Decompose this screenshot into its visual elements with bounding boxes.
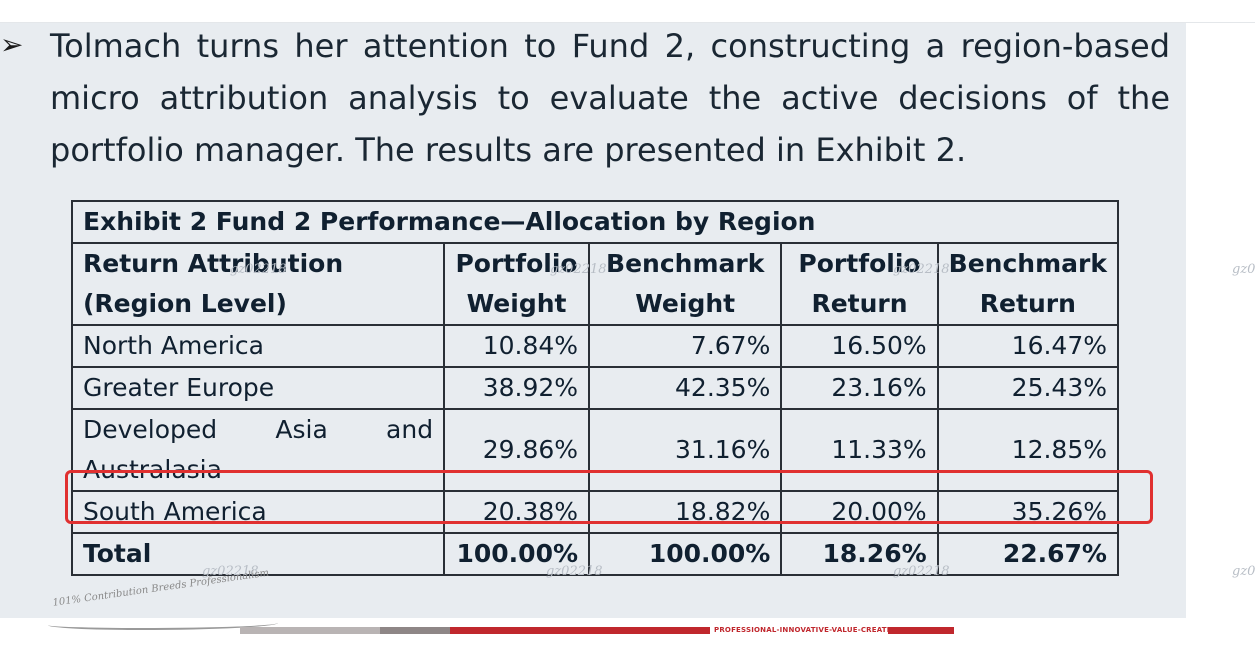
footer-swoosh bbox=[48, 618, 278, 630]
footer-bar bbox=[450, 627, 710, 634]
benchmark-return-cell: 25.43% bbox=[936, 366, 1120, 410]
intro-paragraph: Tolmach turns her attention to Fund 2, c… bbox=[50, 27, 1170, 169]
table-total-row: Total 100.00% 100.00% 18.26% 22.67% bbox=[70, 532, 1120, 576]
header-return-attribution: Return Attribution (Region Level) bbox=[70, 242, 446, 326]
header-benchmark-return: Benchmark Return bbox=[936, 242, 1120, 326]
table-title-row: Exhibit 2 Fund 2 Performance—Allocation … bbox=[71, 200, 1119, 244]
header-text: Weight bbox=[635, 289, 736, 318]
header-text: Benchmark bbox=[948, 249, 1107, 278]
benchmark-weight-cell: 7.67% bbox=[588, 324, 783, 368]
footer-tagline: PROFESSIONAL-INNOVATIVE-VALUE-CREATING bbox=[714, 626, 902, 634]
total-benchmark-weight: 100.00% bbox=[588, 532, 783, 576]
benchmark-return-cell: 12.85% bbox=[936, 408, 1120, 492]
portfolio-return-cell: 23.16% bbox=[780, 366, 939, 410]
total-benchmark-return: 22.67% bbox=[936, 532, 1120, 576]
region-cell: Greater Europe bbox=[70, 366, 446, 410]
region-text: Australasia bbox=[83, 455, 222, 484]
header-portfolio-weight: Portfolio Weight bbox=[443, 242, 591, 326]
footer-bar bbox=[240, 627, 380, 634]
table-row: North America 10.84% 7.67% 16.50% 16.47% bbox=[70, 324, 1120, 368]
header-benchmark-weight: Benchmark Weight bbox=[588, 242, 783, 326]
header-text: (Region Level) bbox=[83, 289, 287, 318]
watermark: gz02218 bbox=[550, 262, 607, 277]
region-cell: North America bbox=[70, 324, 446, 368]
exhibit-table: Exhibit 2 Fund 2 Performance—Allocation … bbox=[70, 200, 1120, 576]
portfolio-weight-cell: 38.92% bbox=[443, 366, 591, 410]
portfolio-return-cell: 11.33% bbox=[780, 408, 939, 492]
portfolio-return-cell: 16.50% bbox=[780, 324, 939, 368]
watermark: gz02218 bbox=[202, 564, 259, 579]
header-text: Return Attribution bbox=[83, 249, 344, 278]
watermark: gz02218 bbox=[230, 262, 287, 277]
watermark: gz02218 bbox=[1232, 262, 1255, 277]
footer-bar bbox=[380, 627, 450, 634]
region-cell: South America bbox=[70, 490, 446, 534]
watermark: gz02218 bbox=[546, 564, 603, 579]
header-text: Weight bbox=[466, 289, 567, 318]
table-row: Greater Europe 38.92% 42.35% 23.16% 25.4… bbox=[70, 366, 1120, 410]
watermark: gz02218 bbox=[893, 564, 950, 579]
header-text: Portfolio bbox=[455, 249, 578, 278]
region-cell: Developed Asia and Australasia bbox=[70, 408, 446, 492]
portfolio-weight-cell: 29.86% bbox=[443, 408, 591, 492]
portfolio-weight-cell: 10.84% bbox=[443, 324, 591, 368]
total-portfolio-return: 18.26% bbox=[780, 532, 939, 576]
header-text: Portfolio bbox=[798, 249, 921, 278]
bullet-arrow-icon: ➢ bbox=[0, 28, 24, 61]
header-text: Return bbox=[811, 289, 908, 318]
table-row-highlighted: South America 20.38% 18.82% 20.00% 35.26… bbox=[70, 490, 1120, 534]
top-strip bbox=[0, 0, 1255, 23]
benchmark-return-cell: 16.47% bbox=[936, 324, 1120, 368]
total-portfolio-weight: 100.00% bbox=[443, 532, 591, 576]
header-text: Benchmark bbox=[606, 249, 765, 278]
footer-bar bbox=[888, 627, 954, 634]
benchmark-return-cell: 35.26% bbox=[936, 490, 1120, 534]
portfolio-weight-cell: 20.38% bbox=[443, 490, 591, 534]
benchmark-weight-cell: 42.35% bbox=[588, 366, 783, 410]
watermark: gz02218 bbox=[1232, 564, 1255, 579]
watermark: gz02218 bbox=[893, 262, 950, 277]
benchmark-weight-cell: 31.16% bbox=[588, 408, 783, 492]
benchmark-weight-cell: 18.82% bbox=[588, 490, 783, 534]
header-portfolio-return: Portfolio Return bbox=[780, 242, 939, 326]
total-label: Total bbox=[70, 532, 446, 576]
region-text: Developed Asia and bbox=[83, 415, 434, 444]
table-row: Developed Asia and Australasia 29.86% 31… bbox=[70, 408, 1120, 492]
header-text: Return bbox=[979, 289, 1076, 318]
portfolio-return-cell: 20.00% bbox=[780, 490, 939, 534]
exhibit-title: Exhibit 2 Fund 2 Performance—Allocation … bbox=[71, 200, 1119, 244]
table-header-row: Return Attribution (Region Level) Portfo… bbox=[70, 242, 1120, 326]
